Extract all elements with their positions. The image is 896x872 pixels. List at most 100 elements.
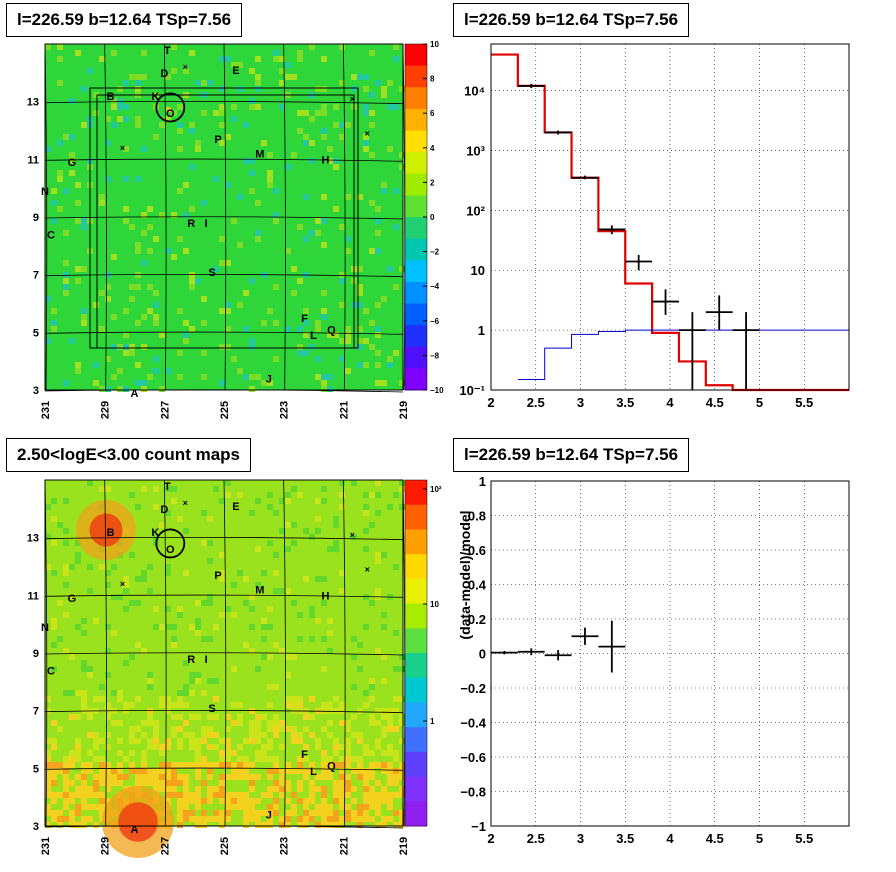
count-map-pixel bbox=[381, 822, 387, 828]
count-map-pixel bbox=[153, 738, 159, 744]
colorbar-band bbox=[405, 87, 427, 110]
count-map-pixel bbox=[321, 798, 327, 804]
count-map-pixel bbox=[333, 522, 339, 528]
source-label-J: J bbox=[266, 373, 272, 385]
residual-map-pixel bbox=[93, 362, 99, 368]
count-map-pixel bbox=[363, 744, 369, 750]
colorbar-band bbox=[405, 801, 427, 827]
count-map-pixel bbox=[279, 528, 285, 534]
residual-map-pixel bbox=[171, 44, 177, 50]
count-map-pixel bbox=[105, 762, 111, 768]
count-map-pixel bbox=[249, 720, 255, 726]
longitude-grid-line bbox=[44, 479, 48, 827]
x-tick-label: 225 bbox=[219, 837, 231, 855]
count-map-pixel bbox=[117, 774, 123, 780]
residual-map-pixel bbox=[243, 326, 249, 332]
count-map-pixel bbox=[165, 774, 171, 780]
residual-map-pixel bbox=[243, 158, 249, 164]
count-map-pixel bbox=[333, 810, 339, 816]
count-map-pixel bbox=[315, 528, 321, 534]
count-map-pixel bbox=[375, 822, 381, 828]
residual-map-pixel bbox=[339, 44, 345, 50]
residual-map-pixel bbox=[315, 110, 321, 116]
residual-map-pixel bbox=[333, 158, 339, 164]
count-map-pixel bbox=[309, 636, 315, 642]
residual-map-pixel bbox=[261, 140, 267, 146]
count-map-pixel bbox=[81, 798, 87, 804]
count-map-pixel bbox=[51, 720, 57, 726]
source-label-C: C bbox=[47, 229, 55, 241]
count-map-pixel bbox=[291, 738, 297, 744]
residual-map-pixel bbox=[267, 182, 273, 188]
residual-map-pixel bbox=[285, 326, 291, 332]
count-map-pixel bbox=[231, 582, 237, 588]
count-map-pixel bbox=[111, 594, 117, 600]
residual-map-pixel bbox=[75, 200, 81, 206]
spectrum-title: l=226.59 b=12.64 TSp=7.56 bbox=[453, 3, 690, 37]
count-map-pixel bbox=[261, 810, 267, 816]
source-label-G: G bbox=[68, 157, 77, 169]
count-map-pixel bbox=[81, 816, 87, 822]
residual-map-pixel bbox=[225, 326, 231, 332]
count-map-pixel bbox=[225, 744, 231, 750]
count-map-pixel bbox=[93, 744, 99, 750]
latitude-grid-line bbox=[44, 158, 404, 162]
count-map-pixel bbox=[255, 714, 261, 720]
y-tick-label: 11 bbox=[27, 154, 39, 166]
count-map-pixel bbox=[291, 726, 297, 732]
residual-map-pixel bbox=[291, 290, 297, 296]
source-label-N: N bbox=[41, 186, 49, 198]
count-map-pixel bbox=[63, 498, 69, 504]
residual-map-pixel bbox=[117, 116, 123, 122]
residual-map-pixel bbox=[105, 176, 111, 182]
count-map-pixel bbox=[219, 780, 225, 786]
y-tick-label: 0 bbox=[479, 647, 486, 662]
count-map-pixel bbox=[195, 804, 201, 810]
target-circle bbox=[155, 92, 186, 123]
count-map-pixel bbox=[387, 774, 393, 780]
count-map-pixel bbox=[111, 564, 117, 570]
count-map-pixel bbox=[147, 714, 153, 720]
residual-map-pixel bbox=[339, 80, 345, 86]
count-map-pixel bbox=[63, 774, 69, 780]
count-map-pixel bbox=[237, 804, 243, 810]
ratio-frame bbox=[490, 480, 850, 827]
count-map-pixel bbox=[129, 768, 135, 774]
count-map-pixel bbox=[225, 762, 231, 768]
count-map-pixel bbox=[333, 708, 339, 714]
count-map-pixel bbox=[339, 786, 345, 792]
residual-map-pixel bbox=[219, 104, 225, 110]
count-map-pixel bbox=[255, 726, 261, 732]
count-map-pixel bbox=[69, 798, 75, 804]
count-map-pixel bbox=[75, 786, 81, 792]
x-tick-label: 4.5 bbox=[706, 395, 724, 410]
count-map-pixel bbox=[273, 510, 279, 516]
residual-map-pixel bbox=[51, 200, 57, 206]
count-map-pixel bbox=[117, 594, 123, 600]
residual-map-pixel bbox=[357, 338, 363, 344]
count-map-pixel bbox=[255, 546, 261, 552]
residual-map-pixel bbox=[135, 320, 141, 326]
count-map-pixel bbox=[369, 600, 375, 606]
count-map-pixel bbox=[183, 816, 189, 822]
count-map-pixel bbox=[75, 756, 81, 762]
count-map-pixel bbox=[231, 666, 237, 672]
count-map-pixel bbox=[201, 540, 207, 546]
count-map-pixel bbox=[153, 774, 159, 780]
count-map-pixel bbox=[231, 774, 237, 780]
count-map-pixel bbox=[87, 732, 93, 738]
count-map-pixel bbox=[171, 486, 177, 492]
count-map-pixel bbox=[273, 588, 279, 594]
residual-map-pixel bbox=[177, 104, 183, 110]
residual-map-pixel bbox=[105, 356, 111, 362]
count-map-pixel bbox=[45, 738, 51, 744]
count-map-pixel bbox=[249, 780, 255, 786]
count-map-pixel bbox=[189, 678, 195, 684]
colorbar-tick-label: −4 bbox=[430, 282, 440, 291]
count-map-pixel bbox=[129, 552, 135, 558]
colorbar-band bbox=[405, 628, 427, 654]
count-map-pixel bbox=[309, 792, 315, 798]
y-tick-label: 3 bbox=[33, 385, 39, 397]
residual-map-pixel bbox=[165, 368, 171, 374]
